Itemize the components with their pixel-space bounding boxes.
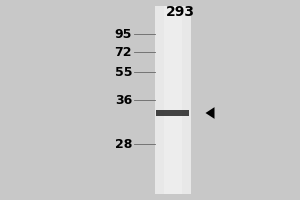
Polygon shape <box>206 107 214 119</box>
Text: 55: 55 <box>115 66 132 78</box>
Text: 95: 95 <box>115 27 132 40</box>
Bar <box>164 6 181 194</box>
Bar <box>154 6 190 194</box>
Text: 36: 36 <box>115 94 132 106</box>
Text: 28: 28 <box>115 138 132 150</box>
Text: 293: 293 <box>166 5 194 19</box>
Bar <box>156 110 189 116</box>
Text: 72: 72 <box>115 46 132 58</box>
